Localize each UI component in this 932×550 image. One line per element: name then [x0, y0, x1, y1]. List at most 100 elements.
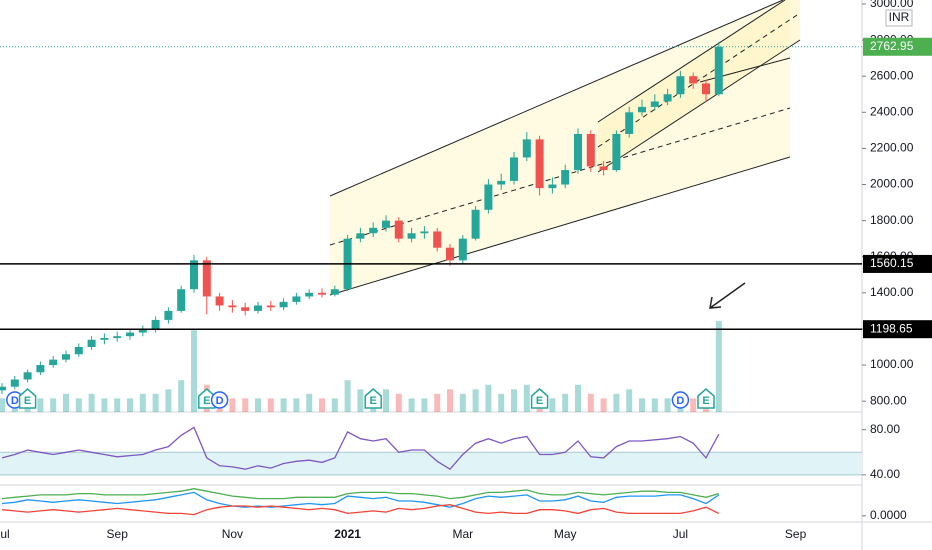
- candle-body: [433, 231, 442, 248]
- candle-body: [254, 305, 262, 311]
- volume-bar: [434, 393, 441, 412]
- y-tick-label: 40.00: [870, 467, 900, 481]
- volume-bar: [37, 398, 44, 412]
- channel-median: [329, 107, 791, 246]
- volume-bar: [575, 384, 581, 412]
- candle-body: [714, 46, 723, 95]
- volume-bar: [191, 330, 197, 412]
- candle-body: [215, 296, 224, 306]
- candle-body: [228, 305, 237, 308]
- y-tick-label: 1400.00: [870, 285, 914, 299]
- volume-bar: [344, 380, 351, 412]
- y-tick-label: 2400.00: [870, 104, 914, 118]
- candle-body: [126, 332, 134, 337]
- price-label-box: [863, 37, 932, 56]
- candle-body: [356, 233, 365, 239]
- candle-body: [305, 292, 314, 297]
- volume-bar: [127, 398, 133, 412]
- candle-body: [190, 260, 198, 290]
- volume-bar: [511, 389, 517, 412]
- candle-body: [702, 83, 710, 95]
- volume-bar: [331, 398, 338, 412]
- volume-bar: [715, 321, 722, 412]
- candle-body: [676, 76, 685, 95]
- volume-bar: [178, 380, 185, 412]
- candle-body: [612, 133, 621, 171]
- event-marker: [530, 388, 549, 409]
- x-tick-label: Nov: [222, 527, 243, 541]
- channel-fill: [598, 0, 800, 172]
- band: [0, 452, 862, 475]
- x-tick-label: Mar: [452, 527, 473, 541]
- candle-body: [407, 233, 416, 239]
- candle-body: [535, 139, 544, 189]
- candle-body: [100, 337, 109, 340]
- y-tick-label: 2200.00: [870, 141, 914, 155]
- event-marker: [671, 391, 690, 409]
- volume-bar: [0, 398, 5, 412]
- x-tick-label: Sep: [785, 527, 807, 541]
- x-tick-label: May: [554, 527, 577, 541]
- currency-label: INR: [889, 10, 910, 24]
- event-label: D: [676, 395, 684, 407]
- candle-body: [382, 220, 390, 228]
- candle-body: [87, 339, 96, 348]
- event-label: E: [203, 395, 210, 407]
- x-tick-label: Sep: [107, 527, 129, 541]
- volume-bar: [319, 398, 325, 412]
- volume-bar: [562, 393, 569, 412]
- volume-bar: [395, 393, 402, 412]
- indicator-line: [1, 426, 720, 471]
- event-marker: [210, 391, 229, 409]
- candle-body: [138, 328, 147, 333]
- volume-bar: [165, 389, 172, 412]
- candle-body: [151, 319, 160, 329]
- candle-body: [638, 106, 646, 113]
- volume-bar: [690, 398, 697, 412]
- event-label: E: [24, 395, 31, 407]
- volume-bar: [306, 393, 313, 412]
- candle-body: [36, 365, 45, 373]
- candle-body: [74, 347, 83, 355]
- price-label: 1560.15: [870, 256, 914, 270]
- volume-bar: [626, 389, 633, 412]
- channel-line: [329, 0, 784, 197]
- candle-body: [458, 238, 467, 261]
- y-tick-label: 0.0000: [870, 508, 907, 522]
- event-label: E: [702, 395, 709, 407]
- arrow-head: [709, 296, 722, 309]
- candle-body: [689, 76, 698, 84]
- price-label: 2762.95: [870, 39, 914, 53]
- volume-bar: [267, 398, 274, 412]
- candle-body: [62, 354, 70, 360]
- volume-bar: [600, 398, 607, 412]
- candle-body: [177, 289, 186, 311]
- volume-bar: [75, 398, 82, 412]
- candle-body: [599, 166, 608, 171]
- volume-bar: [50, 398, 57, 412]
- candle-body: [318, 292, 326, 295]
- volume-bar: [408, 398, 415, 412]
- volume-bar: [472, 389, 479, 412]
- x-tick-label: 2021: [334, 527, 361, 541]
- volume-bar: [152, 393, 159, 412]
- volume-bar: [293, 398, 300, 412]
- candle-body: [279, 301, 288, 308]
- volume-bar: [485, 384, 492, 412]
- price-label-box: [863, 254, 932, 273]
- volume-bar: [421, 398, 428, 412]
- candle-body: [650, 101, 659, 107]
- candle-body: [330, 289, 339, 295]
- y-tick-label: 800.00: [870, 393, 907, 407]
- x-tick-label: Jul: [673, 527, 688, 541]
- candle-body: [202, 260, 211, 297]
- candle-body: [471, 209, 480, 239]
- price-label-box: [863, 320, 932, 339]
- volume-bar: [255, 398, 261, 412]
- candle-body: [10, 379, 19, 387]
- volume-bar: [447, 389, 453, 412]
- y-tick-label: 80.00: [870, 422, 900, 436]
- volume-bar: [498, 393, 505, 412]
- arrow: [709, 282, 746, 309]
